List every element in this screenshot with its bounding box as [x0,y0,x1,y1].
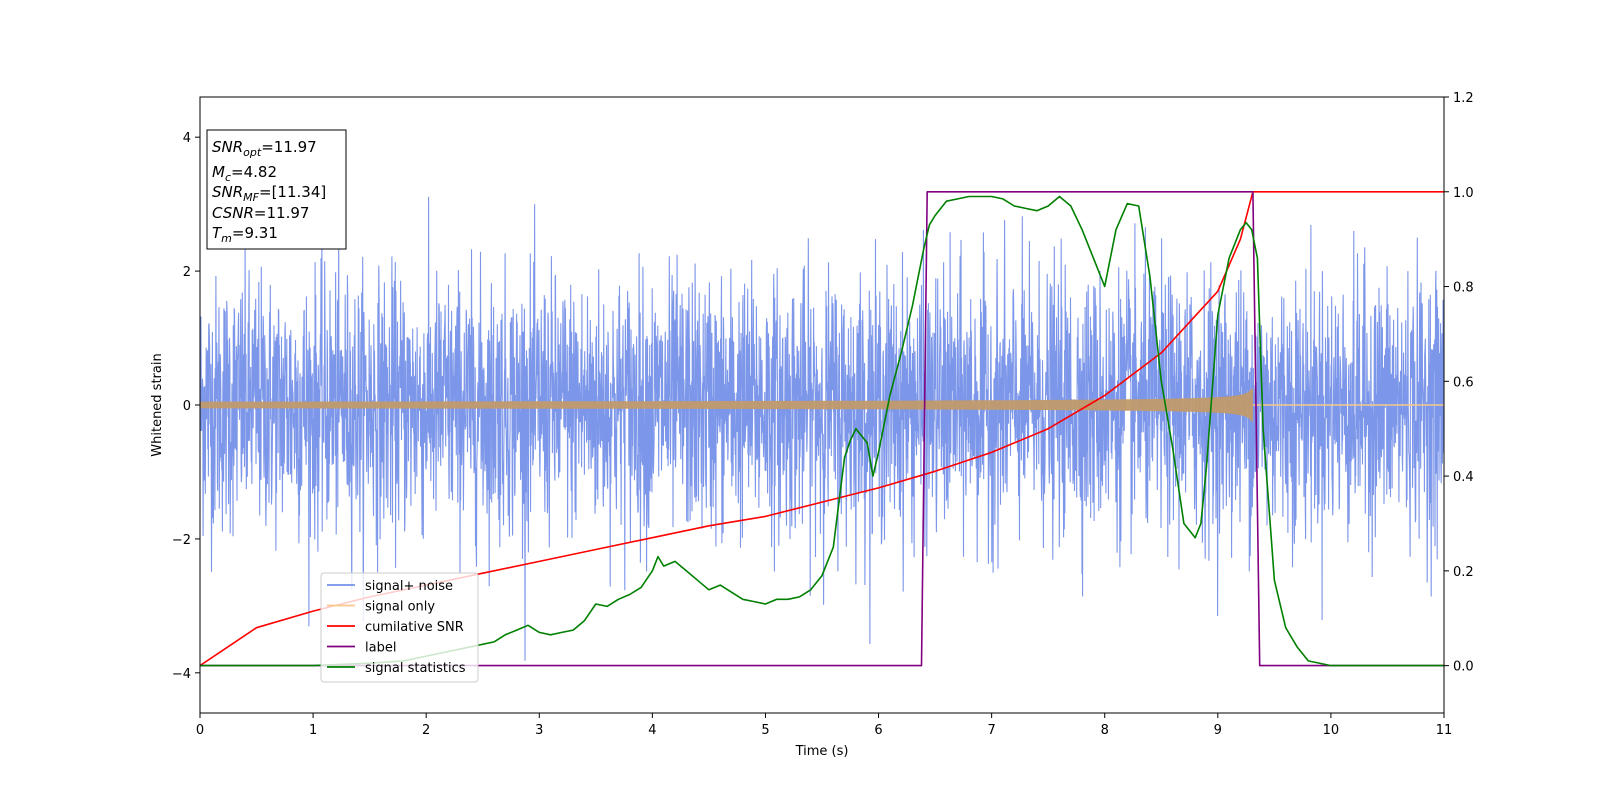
left-y-tick-label: 4 [183,131,191,146]
right-y-tick-label: 1.2 [1453,91,1474,106]
info-snr-mf: SNRMF=[11.34] [212,183,326,204]
info-tm: Tm=9.31 [212,224,278,245]
x-tick-label: 4 [648,723,656,738]
left-y-tick-label: −2 [172,533,191,548]
legend-item-signal-statistics: signal statistics [365,661,466,676]
right-y-tick-label: 0.0 [1453,660,1474,675]
left-y-tick-label: −4 [172,667,191,682]
info-snr-opt: SNRopt=11.97 [212,138,317,159]
series-signal-statistics [200,195,1444,667]
left-y-tick-label: 0 [183,399,191,414]
legend-item-signal-only: signal only [365,600,435,615]
x-tick-label: 9 [1214,723,1222,738]
info-csnr: CSNR=11.97 [212,204,309,222]
x-tick-label: 5 [761,723,769,738]
right-y-tick-label: 0.2 [1453,565,1474,580]
x-tick-label: 2 [422,723,430,738]
x-tick-label: 10 [1323,723,1340,738]
series-signal-only [200,388,1253,422]
y-axis-label: Whitened strain [150,353,165,456]
series-label [200,191,1444,667]
legend-item-cumulative-snr: cumilative SNR [365,620,464,635]
x-tick-label: 7 [987,723,995,738]
legend-frame [320,572,479,683]
x-tick-label: 8 [1101,723,1109,738]
right-y-tick-label: 0.6 [1453,375,1474,390]
x-axis: 0 1 2 3 4 5 6 7 8 9 10 11 [196,713,1452,738]
right-y-tick-label: 1.0 [1453,186,1474,201]
legend: signal+ noise signal only cumilative SNR la… [320,572,479,683]
legend-item-label: label [365,641,396,656]
left-y-tick-label: 2 [183,265,191,280]
right-y-tick-label: 0.8 [1453,281,1474,296]
x-tick-label: 0 [196,723,204,738]
x-axis-label: Time (s) [795,744,849,759]
x-tick-label: 1 [309,723,317,738]
info-box-frame [206,129,347,250]
legend-item-signal-plus-noise: signal+ noise [365,579,453,594]
x-tick-label: 11 [1436,723,1453,738]
left-y-axis: −4 −2 0 2 4 [172,131,200,682]
info-box: SNRopt=11.97 Mc=4.82 SNRMF=[11.34] CSNR=… [206,129,347,250]
right-y-axis: 0.0 0.2 0.4 0.6 0.8 1.0 1.2 [1444,91,1474,675]
info-mc: Mc=4.82 [212,163,277,184]
x-tick-label: 6 [874,723,882,738]
x-tick-label: 3 [535,723,543,738]
right-y-tick-label: 0.4 [1453,470,1474,485]
